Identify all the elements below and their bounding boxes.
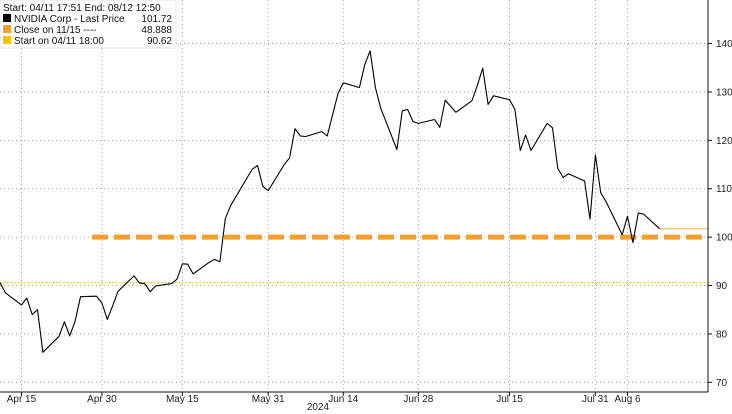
legend-entries: NVIDIA Corp - Last Price 101.72 Close on 1…: [3, 14, 172, 47]
x-tick-label: Apr 30: [87, 394, 117, 405]
legend-value: 48.888: [141, 25, 172, 36]
reference-lines: [0, 234, 708, 284]
y-tick-label: 120: [716, 136, 732, 147]
y-tick-label: 140: [716, 39, 732, 50]
y-axis-ticks: 70 80 90 100 110 120 130 140: [708, 39, 732, 389]
x-tick-label: Jun 28: [403, 394, 433, 405]
x-tick-label: Jul 31: [582, 394, 609, 405]
x-tick-label: May 31: [252, 394, 285, 405]
y-tick-label: 70: [716, 378, 728, 389]
x-axis-year-label: 2024: [307, 402, 330, 413]
legend-swatch: [3, 14, 11, 22]
legend-swatch: [3, 36, 11, 44]
gridlines: [0, 0, 708, 392]
legend-value: 101.72: [141, 14, 172, 25]
price-series: [0, 50, 708, 353]
x-tick-label: Jul 15: [496, 394, 523, 405]
x-axis-ticks: Apr 15 Apr 30 May 15 May 31 Jun 14 Jun 28 Jul …: [7, 392, 641, 405]
y-tick-label: 100: [716, 233, 732, 244]
legend-label: Start on 04/11 18:00: [14, 36, 104, 47]
legend-label: Close on 11/15 ----: [14, 25, 97, 36]
y-tick-label: 90: [716, 281, 728, 292]
y-tick-label: 130: [716, 87, 732, 98]
x-tick-label: Aug 6: [614, 394, 641, 405]
legend-label: NVIDIA Corp - Last Price: [14, 14, 125, 25]
x-tick-label: Jun 14: [328, 394, 358, 405]
legend-swatch: [3, 25, 11, 33]
x-tick-label: May 15: [166, 394, 199, 405]
y-tick-label: 80: [716, 329, 728, 340]
x-tick-label: Apr 15: [7, 394, 37, 405]
legend-value: 90.62: [147, 36, 172, 47]
series-line-nvidia: [0, 50, 661, 353]
legend: Start: 04/11 17:51 End: 08/12 12:50 NVID…: [0, 0, 177, 49]
legend-box: [0, 0, 177, 49]
y-tick-label: 110: [716, 184, 732, 195]
legend-range-label: Start: 04/11 17:51 End: 08/12 12:50: [3, 3, 161, 14]
